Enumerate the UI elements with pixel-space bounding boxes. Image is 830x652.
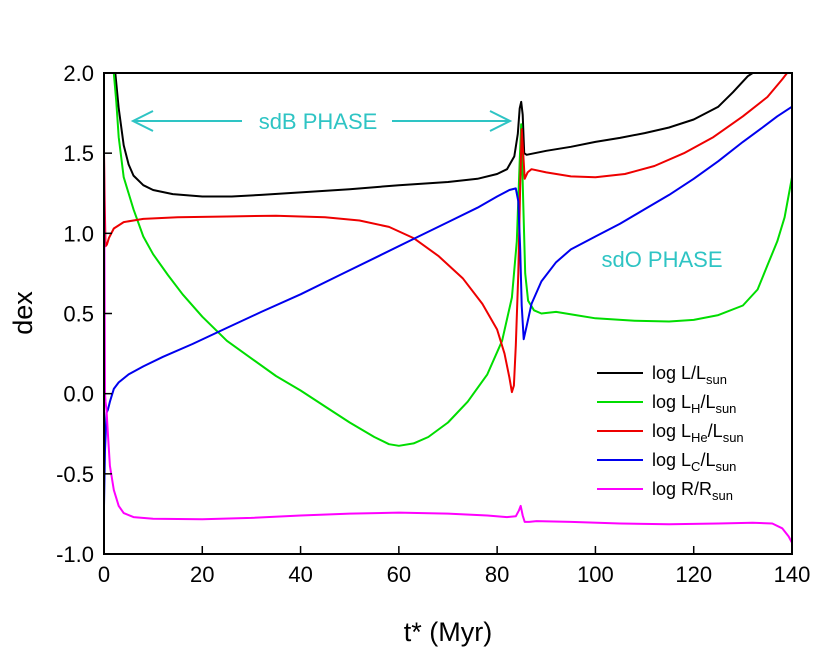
series-line-1 xyxy=(114,73,754,198)
series-line-4 xyxy=(104,105,792,506)
plot-lines xyxy=(104,73,792,544)
sdo-phase-label: sdO PHASE xyxy=(601,247,722,272)
y-axis-ticks: -1.0 -0.5 0.0 0.5 1.0 1.5 2.0 xyxy=(56,61,112,567)
legend-entry-LHe: log LHe/Lsun xyxy=(597,421,744,445)
legend-label-LC: log LC/Lsun xyxy=(652,450,736,474)
series-line-3 xyxy=(104,73,788,394)
sdb-arrow-right-head xyxy=(489,110,513,132)
legend-entry-R: log R/Rsun xyxy=(597,479,733,503)
x-tick-label: 100 xyxy=(577,562,614,587)
x-tick-label: 140 xyxy=(774,562,811,587)
sdb-arrow-left-head xyxy=(130,110,154,132)
x-tick-label: 60 xyxy=(387,562,411,587)
legend-label-R: log R/Rsun xyxy=(652,479,733,503)
y-tick-label: 1.0 xyxy=(63,221,94,246)
legend: log L/Lsun log LH/Lsun log LHe/Lsun log … xyxy=(597,363,744,503)
sdb-phase-label: sdB PHASE xyxy=(259,109,378,134)
y-tick-label: -1.0 xyxy=(56,542,94,567)
series-line-2 xyxy=(112,73,792,447)
legend-label-LH: log LH/Lsun xyxy=(652,392,736,416)
legend-label-L: log L/Lsun xyxy=(652,363,727,387)
sdb-phase-annotation: sdB PHASE xyxy=(130,109,513,134)
legend-label-LHe: log LHe/Lsun xyxy=(652,421,744,445)
x-tick-label: 40 xyxy=(288,562,312,587)
y-tick-label: -0.5 xyxy=(56,462,94,487)
y-axis-label: dex xyxy=(8,291,38,335)
x-tick-label: 0 xyxy=(98,562,110,587)
legend-entry-LH: log LH/Lsun xyxy=(597,392,736,416)
x-tick-label: 20 xyxy=(190,562,214,587)
x-tick-label: 80 xyxy=(485,562,509,587)
legend-entry-L: log L/Lsun xyxy=(597,363,727,387)
legend-entry-LC: log LC/Lsun xyxy=(597,450,736,474)
y-tick-label: 1.5 xyxy=(63,141,94,166)
y-tick-label: 0.5 xyxy=(63,302,94,327)
y-tick-label: 2.0 xyxy=(63,61,94,86)
x-tick-label: 120 xyxy=(675,562,712,587)
series-line-5 xyxy=(104,153,792,544)
x-axis-label: t* (Myr) xyxy=(404,617,492,647)
y-tick-label: 0.0 xyxy=(63,382,94,407)
x-axis-ticks: 0 20 40 60 80 100 120 140 xyxy=(98,546,810,587)
